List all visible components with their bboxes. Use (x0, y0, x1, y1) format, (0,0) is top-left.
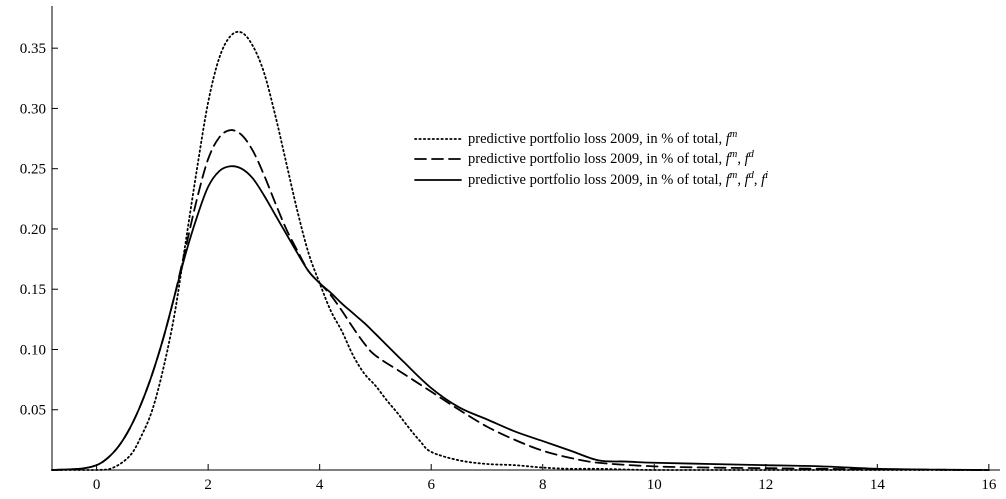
legend-symbol: f (726, 151, 732, 167)
legend-symbol: f (726, 131, 732, 147)
series-line-dotted (51, 30, 990, 471)
x-tick-label: 16 (981, 477, 997, 493)
x-tick-label: 0 (93, 477, 101, 493)
legend-symbol: f (761, 172, 767, 188)
series-line-solid (51, 165, 990, 471)
y-ticks: 0.05 0.10 0.15 0.20 0.25 0.30 0.35 (20, 41, 58, 419)
x-tick-label: 10 (647, 477, 662, 493)
legend-symbol: f (745, 151, 751, 167)
y-tick-label: 0.35 (20, 41, 46, 57)
legend-label-text: predictive portfolio loss 2009, in % of … (468, 131, 726, 147)
legend-superscript: m (730, 170, 738, 181)
y-tick-label: 0.05 (20, 403, 46, 419)
y-tick-label: 0.10 (20, 342, 46, 358)
legend-label-text: predictive portfolio loss 2009, in % of … (468, 151, 726, 167)
x-ticks: 0 2 4 6 8 10 12 14 16 (93, 464, 997, 493)
series-lines (51, 30, 990, 471)
legend-label: predictive portfolio loss 2009, in % of … (468, 170, 768, 188)
axes (51, 6, 1000, 471)
legend-superscript: m (730, 149, 738, 160)
legend-superscript: m (730, 129, 738, 140)
x-tick-label: 8 (539, 477, 547, 493)
legend-label: predictive portfolio loss 2009, in % of … (468, 129, 738, 147)
legend: predictive portfolio loss 2009, in % of … (414, 129, 768, 188)
y-tick-label: 0.25 (20, 162, 46, 178)
x-tick-label: 6 (427, 477, 435, 493)
legend-superscript: i (765, 170, 768, 181)
legend-superscript: d (749, 170, 755, 181)
legend-label-text: predictive portfolio loss 2009, in % of … (468, 172, 726, 188)
x-tick-label: 2 (204, 477, 212, 493)
y-tick-label: 0.20 (20, 222, 46, 238)
y-tick-label: 0.15 (20, 282, 46, 298)
y-tick-label: 0.30 (20, 101, 46, 117)
legend-symbol: f (726, 172, 732, 188)
legend-symbol: f (745, 172, 751, 188)
legend-label: predictive portfolio loss 2009, in % of … (468, 149, 755, 167)
x-tick-label: 4 (316, 477, 324, 493)
x-tick-label: 12 (758, 477, 773, 493)
x-tick-label: 14 (870, 477, 886, 493)
legend-superscript: d (749, 149, 755, 160)
